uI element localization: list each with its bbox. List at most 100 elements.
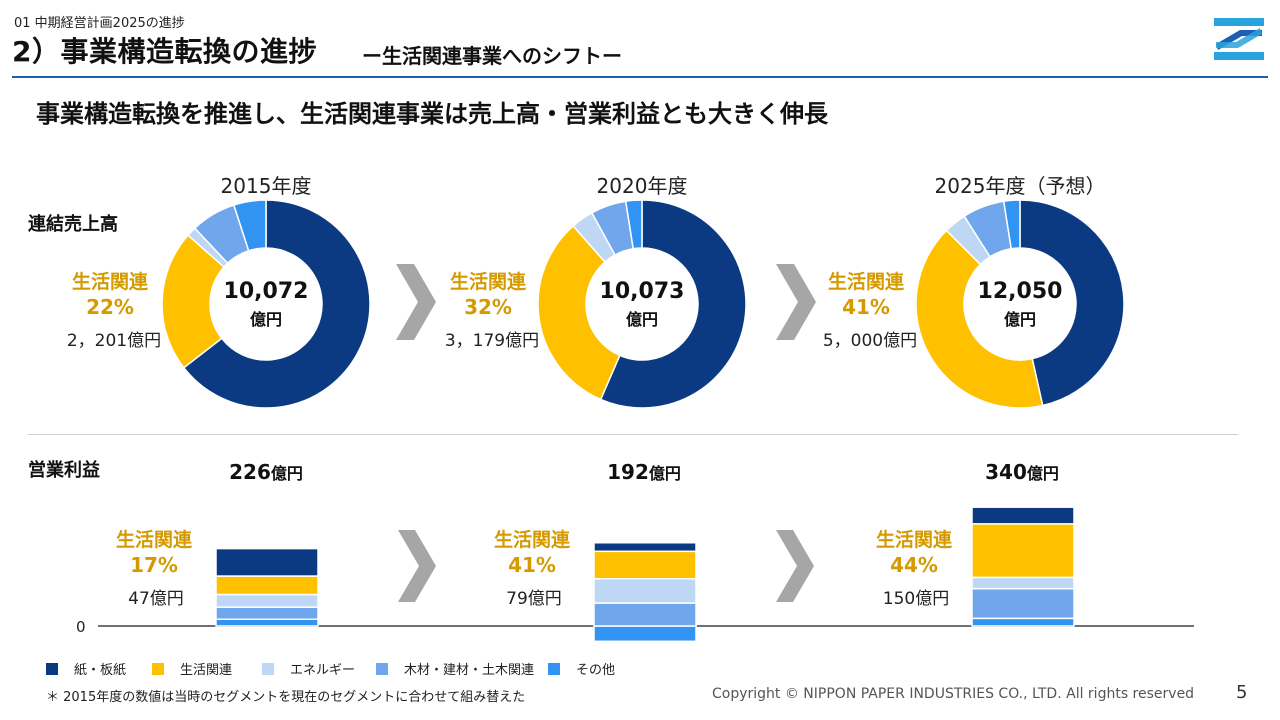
legend-swatch bbox=[46, 662, 58, 675]
sales-total-unit-2020: 億円 bbox=[625, 310, 658, 329]
sales-lifestyle-share-2025: 生活関連 41% bbox=[796, 270, 936, 320]
zero-tick-label: 0 bbox=[76, 618, 86, 636]
bar-segment-energy bbox=[971, 576, 1075, 590]
legend-swatch bbox=[152, 662, 164, 675]
bar-segment-paper bbox=[215, 547, 319, 577]
legend-item-lifestyle: 生活関連 bbox=[152, 659, 262, 678]
legend-label: 木材・建材・土木関連 bbox=[404, 663, 535, 678]
donut-slice-other bbox=[624, 199, 643, 250]
sales-total-value-2025: 12,050 bbox=[977, 279, 1063, 304]
sales-lifestyle-pct-2015: 22% bbox=[86, 295, 134, 319]
profit-lifestyle-pct-2025: 44% bbox=[890, 553, 938, 577]
profit-lifestyle-share-2025: 生活関連 44% bbox=[844, 528, 984, 578]
profit-total-unit-2020: 億円 bbox=[648, 464, 681, 483]
chevron-right-icon bbox=[776, 530, 814, 602]
sales-lifestyle-pct-2025: 41% bbox=[842, 295, 890, 319]
legend-label: 生活関連 bbox=[180, 663, 233, 678]
legend-label: エネルギー bbox=[290, 663, 356, 678]
sales-lifestyle-amount-2020: 3，179億円 bbox=[444, 331, 540, 351]
sales-donut-2020 bbox=[537, 199, 747, 409]
bar-segment-lifestyle bbox=[593, 550, 697, 580]
legend-item-other: その他 bbox=[548, 659, 648, 678]
profit-total-unit-2025: 億円 bbox=[1026, 464, 1059, 483]
legend-swatch bbox=[376, 662, 388, 675]
sales-lifestyle-share-2015: 生活関連 22% bbox=[40, 270, 180, 320]
profit-total-2015: 226億円 bbox=[186, 460, 346, 484]
profit-lifestyle-share-2015: 生活関連 17% bbox=[84, 528, 224, 578]
bar-segment-wood bbox=[971, 587, 1075, 620]
legend: 紙・板紙 生活関連 エネルギー 木材・建材・土木関連 その他 bbox=[46, 659, 648, 678]
sales-total-value-2015: 10,072 bbox=[223, 279, 309, 304]
sales-lifestyle-pct-2020: 32% bbox=[464, 295, 512, 319]
profit-lifestyle-label-2020: 生活関連 bbox=[493, 529, 570, 551]
bar-segment-other bbox=[593, 625, 697, 643]
bar-segment-other bbox=[215, 618, 319, 627]
donut-slice-lifestyle bbox=[537, 224, 621, 401]
profit-lifestyle-amount-2020: 79億円 bbox=[506, 589, 562, 609]
sales-lifestyle-share-2020: 生活関連 32% bbox=[418, 270, 558, 320]
sales-total-2015: 10,072 億円 bbox=[211, 278, 321, 330]
headline: 事業構造転換を推進し、生活関連事業は売上高・営業利益とも大きく伸長 bbox=[36, 100, 828, 128]
legend-swatch bbox=[262, 662, 274, 675]
legend-item-energy: エネルギー bbox=[262, 659, 376, 678]
profit-total-unit-2015: 億円 bbox=[270, 464, 303, 483]
sales-donut-2015 bbox=[161, 199, 371, 409]
sales-donut-2025 bbox=[915, 199, 1125, 409]
profit-total-value-2020: 192 bbox=[607, 460, 649, 484]
legend-label: 紙・板紙 bbox=[74, 663, 127, 678]
page-subtitle: ー生活関連事業へのシフトー bbox=[362, 44, 622, 68]
year-label-2020: 2020年度 bbox=[596, 174, 688, 198]
bar-segment-energy bbox=[215, 593, 319, 608]
chevron-right-icon bbox=[396, 264, 436, 340]
sales-total-value-2020: 10,073 bbox=[599, 279, 685, 304]
profit-total-2025: 340億円 bbox=[942, 460, 1102, 484]
sales-total-2025: 12,050 億円 bbox=[965, 278, 1075, 330]
donut-slice-lifestyle bbox=[915, 229, 1044, 409]
chevron-right-icon bbox=[398, 530, 436, 602]
row-label-sales: 連結売上高 bbox=[28, 214, 118, 235]
page-title: 2）事業構造転換の進捗 bbox=[12, 35, 317, 68]
donut-slice-paper bbox=[1019, 199, 1125, 407]
profit-lifestyle-label-2015: 生活関連 bbox=[115, 529, 192, 551]
bar-segment-paper bbox=[971, 506, 1075, 525]
nippon-paper-logo-icon bbox=[1214, 18, 1264, 60]
profit-lifestyle-share-2020: 生活関連 41% bbox=[462, 528, 602, 578]
legend-item-wood: 木材・建材・土木関連 bbox=[376, 659, 548, 678]
sales-lifestyle-label-2015: 生活関連 bbox=[71, 271, 148, 293]
bar-segment-lifestyle bbox=[215, 575, 319, 596]
donut-slice-paper bbox=[599, 199, 747, 409]
profit-lifestyle-amount-2025: 150億円 bbox=[882, 589, 950, 609]
bar-segment-lifestyle bbox=[971, 523, 1075, 579]
year-label-2015: 2015年度 bbox=[220, 174, 312, 198]
legend-swatch bbox=[548, 662, 560, 675]
profit-total-value-2025: 340 bbox=[985, 460, 1027, 484]
profit-lifestyle-label-2025: 生活関連 bbox=[875, 529, 952, 551]
sales-lifestyle-amount-2015: 2，201億円 bbox=[66, 331, 162, 351]
profit-lifestyle-pct-2020: 41% bbox=[508, 553, 556, 577]
section-divider bbox=[28, 434, 1238, 435]
row-label-profit: 営業利益 bbox=[28, 460, 100, 481]
legend-item-paper: 紙・板紙 bbox=[46, 659, 152, 678]
bar-segment-wood bbox=[215, 606, 319, 620]
bar-segment-energy bbox=[593, 578, 697, 604]
sales-total-2020: 10,073 億円 bbox=[587, 278, 697, 330]
copyright: Copyright © NIPPON PAPER INDUSTRIES CO.,… bbox=[712, 686, 1195, 702]
bar-segment-wood bbox=[593, 602, 697, 627]
profit-total-value-2015: 226 bbox=[229, 460, 271, 484]
sales-lifestyle-amount-2025: 5，000億円 bbox=[822, 331, 918, 351]
title-rule bbox=[12, 76, 1268, 78]
chevron-right-icon bbox=[776, 264, 816, 340]
profit-lifestyle-amount-2015: 47億円 bbox=[128, 589, 184, 609]
sales-lifestyle-label-2025: 生活関連 bbox=[827, 271, 904, 293]
sales-lifestyle-label-2020: 生活関連 bbox=[449, 271, 526, 293]
bar-segment-paper bbox=[593, 542, 697, 553]
donut-slice-other bbox=[232, 199, 267, 252]
bar-segment-other bbox=[971, 617, 1075, 627]
footnote: ＊ 2015年度の数値は当時のセグメントを現在のセグメントに合わせて組み替えた bbox=[46, 690, 526, 705]
year-label-2025: 2025年度（予想） bbox=[934, 174, 1106, 198]
profit-stacked-bar-chart: 0 bbox=[76, 506, 1194, 643]
section-label: 01 中期経営計画2025の進捗 bbox=[14, 16, 185, 31]
profit-lifestyle-pct-2015: 17% bbox=[130, 553, 178, 577]
donut-slice-other bbox=[1002, 199, 1021, 250]
profit-total-2020: 192億円 bbox=[564, 460, 724, 484]
